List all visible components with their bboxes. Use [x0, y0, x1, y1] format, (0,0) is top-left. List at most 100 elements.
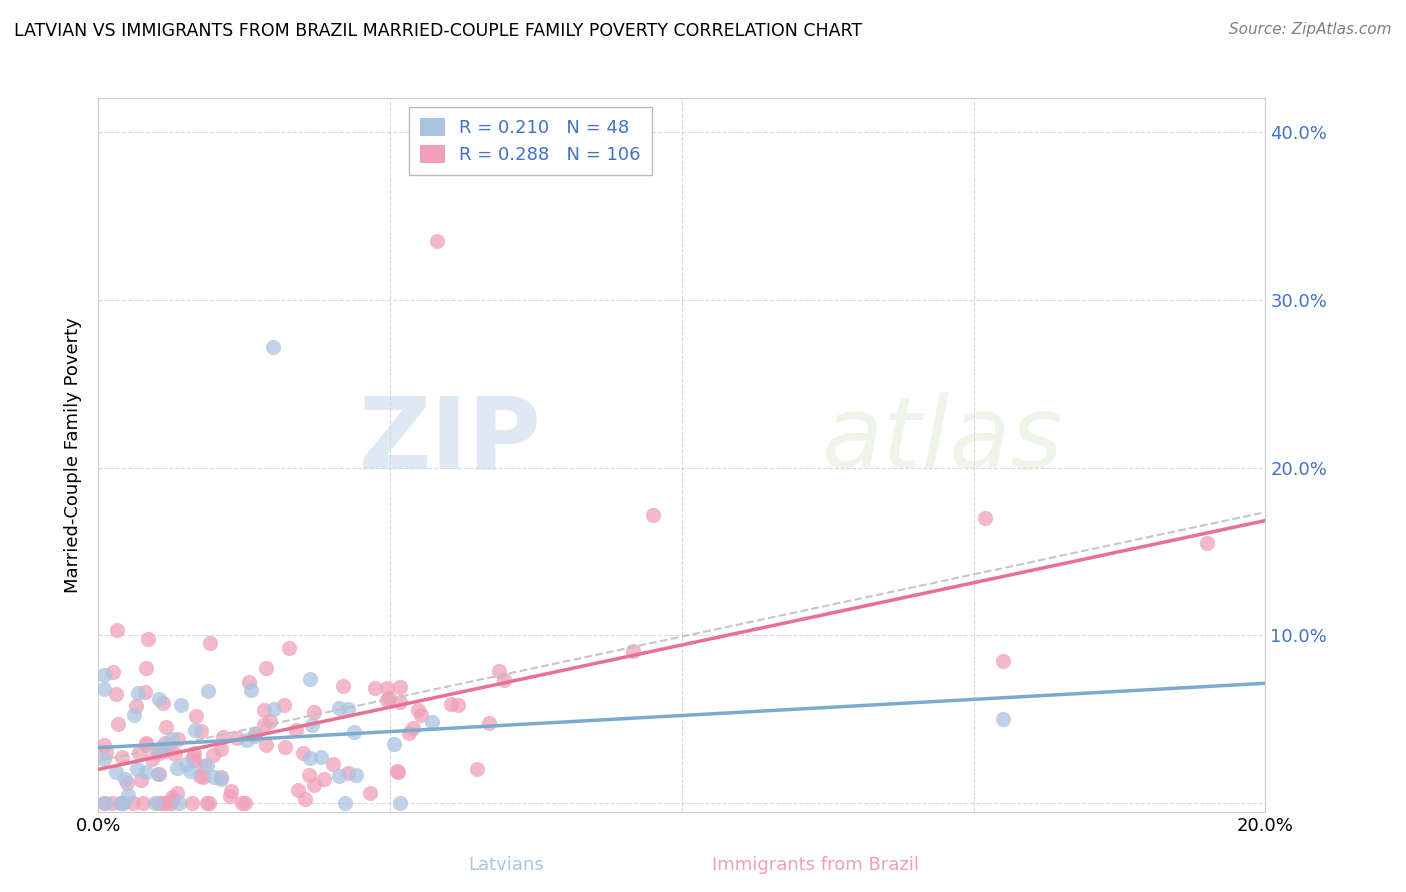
- Brazil: [101, 665, 124, 679]
- Latvian: [114, 772, 136, 786]
- Latvian: [93, 681, 115, 696]
- Latvian: [309, 750, 332, 764]
- Latvian: [301, 717, 323, 731]
- Latvian: [328, 700, 350, 714]
- Latvian: [170, 698, 193, 712]
- Brazil: [94, 744, 117, 758]
- Brazil: [190, 724, 212, 739]
- Brazil: [623, 644, 645, 658]
- Latvian: [263, 702, 285, 716]
- Latvian: [160, 732, 183, 747]
- Brazil: [377, 693, 399, 707]
- Text: atlas: atlas: [823, 392, 1063, 489]
- Brazil: [252, 703, 274, 717]
- Latvian: [105, 764, 128, 779]
- Brazil: [93, 738, 115, 752]
- Brazil: [153, 736, 176, 750]
- Latvian: [122, 708, 145, 723]
- Brazil: [287, 783, 309, 797]
- Brazil: [292, 746, 315, 760]
- Latvian: [169, 797, 191, 811]
- Brazil: [105, 687, 128, 701]
- Brazil: [150, 797, 173, 811]
- Brazil: [465, 762, 488, 776]
- Latvian: [299, 673, 322, 687]
- Brazil: [105, 623, 128, 637]
- Brazil: [209, 741, 232, 756]
- Brazil: [488, 664, 510, 678]
- Latvian: [202, 770, 225, 784]
- Latvian: [420, 714, 443, 729]
- Brazil: [235, 797, 257, 811]
- Brazil: [141, 752, 163, 766]
- Latvian: [240, 682, 263, 697]
- Brazil: [155, 744, 177, 758]
- Latvian: [112, 797, 135, 811]
- Brazil: [125, 698, 148, 713]
- Y-axis label: Married-Couple Family Poverty: Married-Couple Family Poverty: [65, 317, 83, 593]
- Latvian: [262, 340, 284, 354]
- Brazil: [183, 753, 205, 767]
- Latvian: [135, 764, 157, 779]
- Text: Latvians: Latvians: [468, 855, 544, 873]
- Brazil: [162, 790, 184, 805]
- Brazil: [273, 698, 295, 713]
- Latvian: [110, 797, 132, 811]
- Brazil: [406, 703, 429, 717]
- Latvian: [328, 769, 350, 783]
- Brazil: [135, 661, 157, 675]
- Brazil: [198, 797, 221, 811]
- Brazil: [254, 738, 277, 752]
- Brazil: [181, 797, 204, 811]
- Latvian: [333, 797, 356, 811]
- Latvian: [146, 767, 169, 781]
- Brazil: [128, 746, 150, 760]
- Brazil: [111, 750, 134, 764]
- Text: LATVIAN VS IMMIGRANTS FROM BRAZIL MARRIED-COUPLE FAMILY POVERTY CORRELATION CHAR: LATVIAN VS IMMIGRANTS FROM BRAZIL MARRIE…: [14, 22, 862, 40]
- Brazil: [231, 797, 253, 811]
- Brazil: [401, 722, 423, 736]
- Brazil: [219, 789, 242, 803]
- Brazil: [389, 695, 412, 709]
- Latvian: [174, 756, 197, 771]
- Brazil: [193, 770, 215, 784]
- Brazil: [478, 716, 501, 731]
- Brazil: [183, 746, 205, 760]
- Brazil: [132, 797, 155, 811]
- Brazil: [398, 726, 420, 740]
- Latvian: [179, 764, 201, 778]
- Latvian: [236, 733, 259, 747]
- Latvian: [93, 667, 115, 681]
- Brazil: [212, 730, 235, 744]
- Brazil: [186, 709, 208, 723]
- Brazil: [238, 675, 260, 690]
- Latvian: [93, 752, 115, 766]
- Latvian: [127, 686, 149, 700]
- Brazil: [314, 772, 336, 786]
- Brazil: [298, 768, 321, 782]
- Brazil: [167, 731, 190, 746]
- Brazil: [332, 679, 354, 693]
- Brazil: [991, 654, 1014, 668]
- Brazil: [155, 720, 177, 734]
- Brazil: [243, 727, 266, 741]
- Brazil: [322, 757, 344, 772]
- Latvian: [143, 797, 166, 811]
- Brazil: [447, 698, 470, 713]
- Latvian: [388, 797, 411, 811]
- Brazil: [157, 738, 180, 752]
- Brazil: [440, 697, 463, 711]
- Brazil: [387, 764, 409, 779]
- Latvian: [336, 702, 359, 716]
- Brazil: [336, 766, 359, 780]
- Brazil: [110, 797, 132, 811]
- Text: ZIP: ZIP: [359, 392, 541, 489]
- Brazil: [304, 778, 326, 792]
- Latvian: [384, 737, 406, 751]
- Brazil: [160, 797, 183, 811]
- Brazil: [107, 716, 129, 731]
- Brazil: [193, 758, 215, 772]
- Latvian: [94, 797, 117, 811]
- Brazil: [426, 234, 449, 248]
- Brazil: [195, 797, 218, 811]
